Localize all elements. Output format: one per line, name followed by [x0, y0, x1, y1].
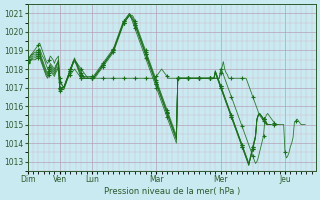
X-axis label: Pression niveau de la mer( hPa ): Pression niveau de la mer( hPa ) [104, 187, 240, 196]
